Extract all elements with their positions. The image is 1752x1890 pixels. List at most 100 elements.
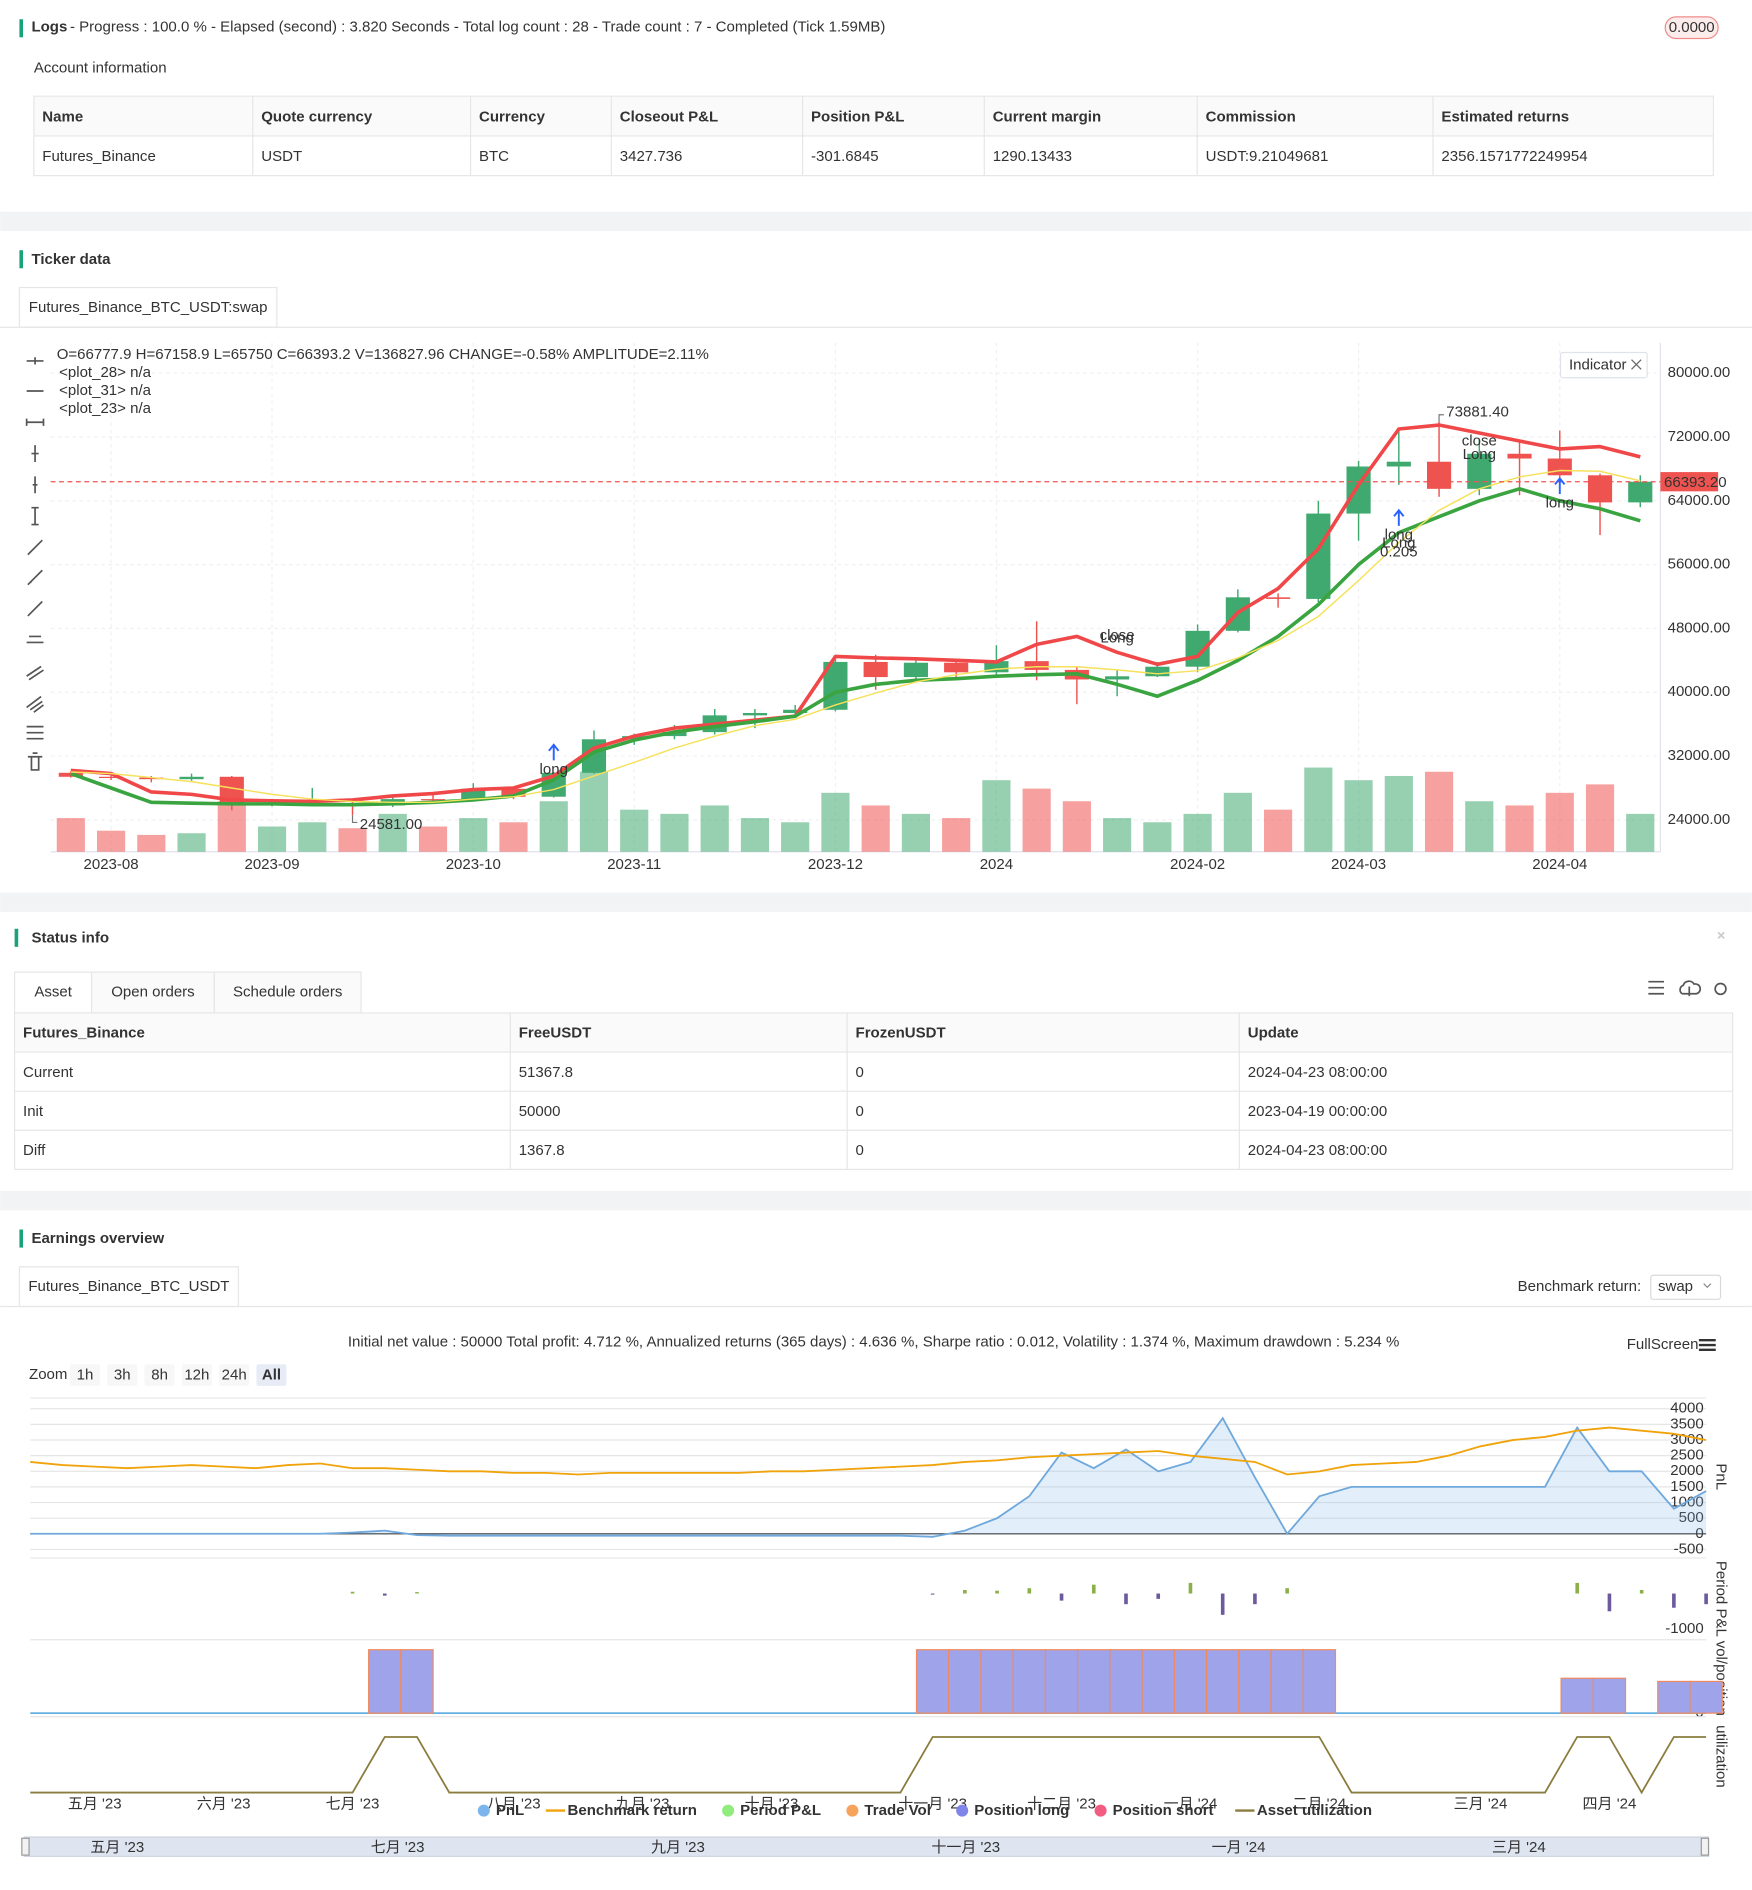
benchmark-select[interactable] [1650, 1274, 1722, 1300]
zoom-button-label[interactable]: 1h [77, 1367, 94, 1384]
zoom-button-label[interactable]: 3h [114, 1367, 131, 1384]
legend-item[interactable]: Period P&L [740, 1802, 821, 1819]
zoom-button-label[interactable]: 8h [151, 1367, 168, 1384]
settings-icon[interactable] [1714, 982, 1727, 996]
candle-body [984, 661, 1009, 673]
tool-icon[interactable] [26, 695, 44, 713]
benchmark-value[interactable]: swap [1658, 1278, 1693, 1295]
table-header-bg [15, 1013, 1732, 1052]
period-bar [1220, 1593, 1225, 1615]
navigator[interactable] [23, 1836, 1710, 1857]
period-bar [1607, 1593, 1612, 1612]
navigator-label: 一月 '24 [1212, 1839, 1266, 1856]
fullscreen-button[interactable]: FullScreen [1627, 1336, 1699, 1353]
tab-label[interactable]: Asset [34, 983, 72, 1000]
x-tick-label: 2024-03 [1331, 856, 1386, 873]
tool-icon[interactable] [26, 635, 44, 644]
navigator-handle[interactable] [1700, 1837, 1710, 1856]
candle-body [420, 799, 446, 801]
benchmark-label: Benchmark return: [1518, 1278, 1642, 1295]
zoom-button[interactable] [256, 1364, 287, 1386]
candle-body [1105, 676, 1130, 680]
volume-bar [418, 826, 448, 852]
position-bar [1657, 1680, 1691, 1714]
tab-label[interactable]: Futures_Binance_BTC_USDT [28, 1278, 229, 1295]
expand-icon[interactable] [1717, 931, 1725, 939]
table-header: Current margin [993, 108, 1101, 125]
position-bar [1044, 1649, 1079, 1714]
y-tick-label: 48000.00 [1668, 619, 1731, 636]
tab-label[interactable]: Open orders [111, 983, 194, 1000]
y-tick-label: 72000.00 [1668, 428, 1731, 445]
tool-icon[interactable] [27, 752, 43, 771]
zoom-button-label[interactable]: 12h [184, 1367, 209, 1384]
menu-icon[interactable] [1698, 1339, 1716, 1352]
download-icon[interactable] [1679, 980, 1702, 997]
tool-icon[interactable] [31, 445, 39, 462]
separator [0, 211, 1752, 231]
tool-icon[interactable] [27, 600, 43, 617]
x-tick-label: 2023-09 [244, 856, 299, 873]
expand-icon[interactable] [1631, 359, 1642, 370]
navigator-handle[interactable] [21, 1837, 30, 1856]
legend-item[interactable]: Trade Vol [864, 1802, 930, 1819]
indicator-button[interactable] [1559, 351, 1648, 379]
y-tick-label: 56000.00 [1668, 556, 1731, 573]
volume-bar [1223, 792, 1252, 852]
legend-name: <plot_23> [59, 400, 126, 417]
legend-item[interactable]: Position short [1113, 1802, 1214, 1819]
tab[interactable] [213, 971, 362, 1014]
candle-body [783, 709, 808, 713]
zoom-button[interactable] [69, 1364, 101, 1386]
annotation-tick [351, 815, 358, 824]
legend-value: n/a [130, 400, 152, 417]
tab[interactable] [18, 1266, 239, 1308]
period-bar [1672, 1593, 1676, 1608]
tab[interactable] [18, 286, 278, 328]
section-title: Earnings overview [31, 1230, 164, 1247]
tab[interactable] [91, 971, 215, 1014]
tool-icon[interactable] [27, 569, 43, 586]
volume-bar [96, 830, 126, 852]
tool-icon[interactable] [31, 506, 39, 526]
zoom-button[interactable] [144, 1364, 175, 1386]
indicator-label[interactable]: Indicator [1569, 357, 1627, 374]
legend-item[interactable]: Asset utilization [1257, 1802, 1372, 1819]
navigator-label: 十一月 '23 [931, 1839, 1000, 1856]
tab-label[interactable]: Schedule orders [233, 983, 342, 1000]
x-tick-label: 十一月 '23 [898, 1796, 967, 1813]
section-title: Logs [31, 19, 67, 36]
x-tick-label: 二月 '24 [1292, 1796, 1346, 1813]
tab[interactable] [14, 971, 93, 1014]
x-tick-label: 五月 '23 [68, 1796, 122, 1813]
legend-item[interactable]: PnL [496, 1802, 524, 1819]
period-bar [1285, 1588, 1289, 1594]
volume-bar [459, 818, 488, 852]
tool-icon[interactable] [25, 418, 45, 426]
tool-icon[interactable] [26, 357, 44, 365]
zoom-button-label[interactable]: All [262, 1367, 281, 1384]
tool-icon[interactable] [26, 725, 44, 740]
zoom-button[interactable] [107, 1364, 138, 1386]
zoom-button[interactable] [219, 1364, 250, 1386]
tool-icon[interactable] [32, 476, 38, 494]
status-tools [1648, 931, 1727, 1352]
period-bar [1091, 1584, 1096, 1594]
legend-item[interactable]: Benchmark return [568, 1802, 697, 1819]
legend-marker [846, 1804, 859, 1817]
zoom-button[interactable] [181, 1364, 212, 1386]
candle-body [1507, 453, 1532, 459]
tool-icon[interactable] [27, 539, 43, 556]
zoom-button-label[interactable]: 24h [222, 1367, 247, 1384]
list-icon[interactable] [1648, 980, 1665, 995]
candle-body [139, 777, 164, 780]
select-chevron [1703, 1283, 1712, 1289]
legend-item[interactable]: Position long [974, 1802, 1069, 1819]
tab-label[interactable]: Futures_Binance_BTC_USDT:swap [29, 299, 268, 316]
table-cell: 2024-04-23 08:00:00 [1248, 1142, 1387, 1159]
tool-icon[interactable] [26, 665, 44, 681]
table-cell: Init [23, 1103, 44, 1120]
subsection-title: Account information [34, 60, 167, 77]
table-cell: 51367.8 [519, 1064, 573, 1081]
